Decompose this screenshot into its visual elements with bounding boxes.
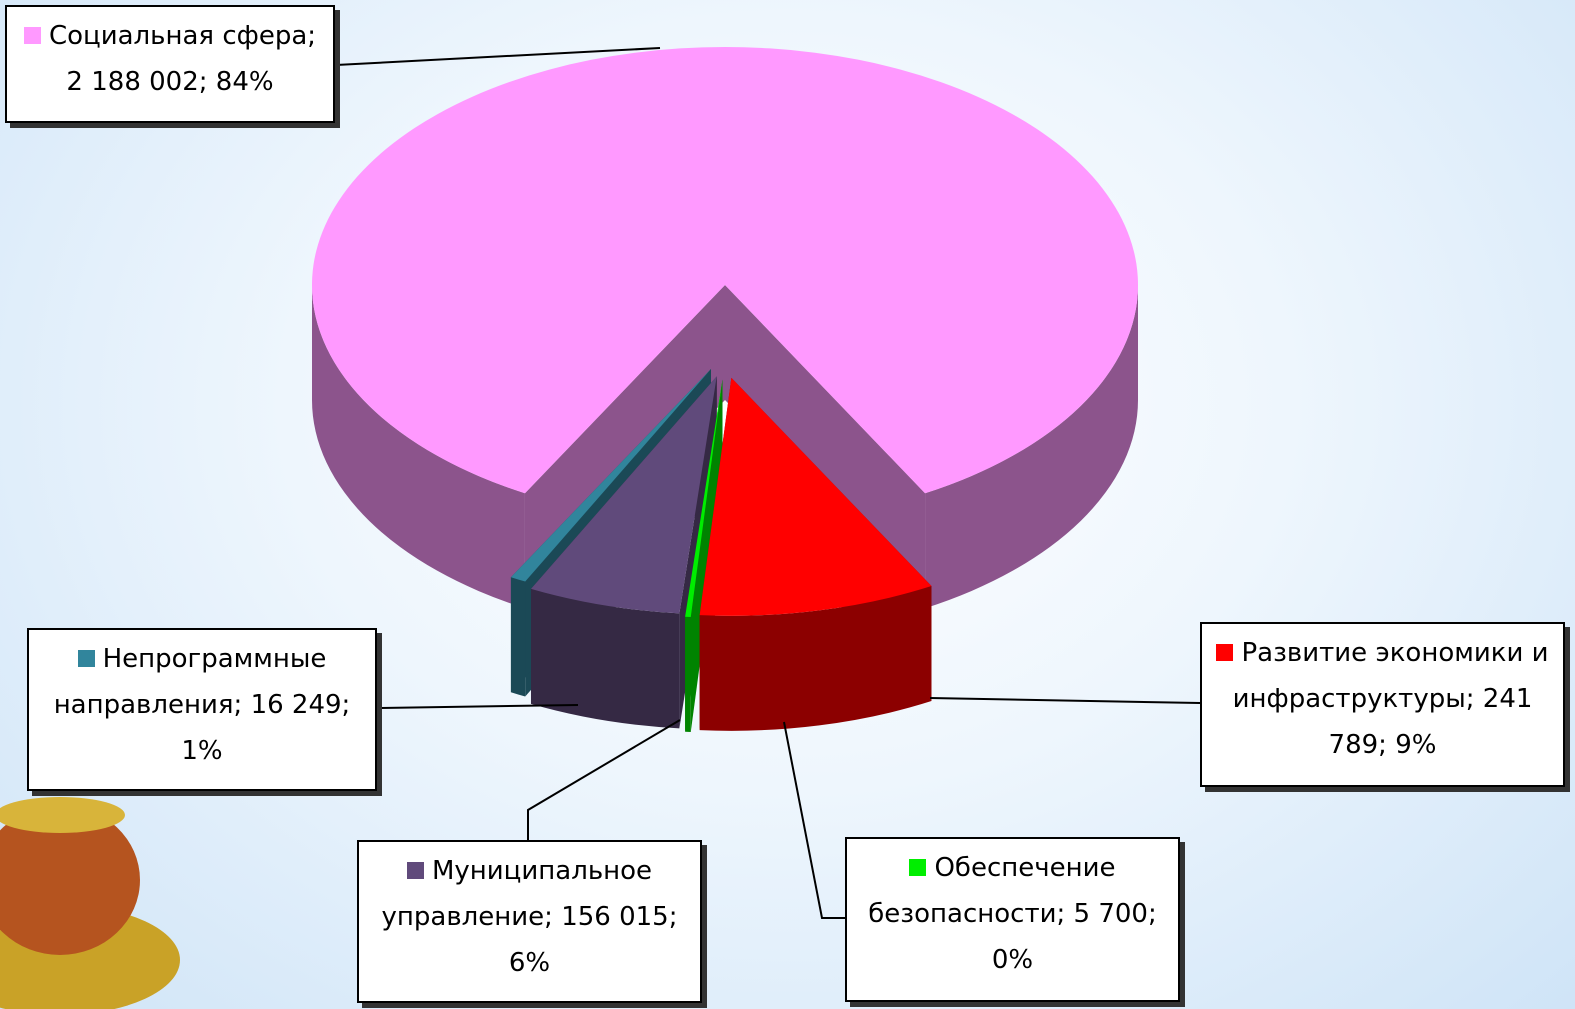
label-box: Развитие экономики и инфраструктуры; 241… bbox=[1200, 622, 1565, 787]
slice-edge bbox=[511, 577, 525, 696]
separator: ; bbox=[1466, 684, 1483, 714]
separator: ; bbox=[307, 21, 316, 51]
separator: ; bbox=[342, 690, 351, 720]
slice-edge bbox=[685, 617, 691, 732]
percent-label: 1% bbox=[181, 736, 222, 766]
legend-swatch bbox=[407, 862, 424, 879]
separator: ; bbox=[234, 690, 251, 720]
label-box: Непрограммные направления; 16 249; 1% bbox=[27, 628, 377, 791]
value-label: 156 015 bbox=[561, 902, 669, 932]
separator: ; bbox=[1057, 899, 1074, 929]
page: Социальная сфера; 2 188 002; 84% Развити… bbox=[0, 0, 1575, 1009]
percent-label: 84% bbox=[216, 67, 274, 97]
percent-label: 0% bbox=[992, 945, 1033, 975]
separator: ; bbox=[1378, 730, 1395, 760]
coin-pot bbox=[0, 797, 180, 1009]
pie bbox=[312, 47, 1138, 732]
separator: ; bbox=[1148, 899, 1157, 929]
separator: ; bbox=[669, 902, 678, 932]
value-label: 2 188 002 bbox=[66, 67, 198, 97]
value-label: 16 249 bbox=[251, 690, 342, 720]
separator: ; bbox=[544, 902, 561, 932]
separator: ; bbox=[199, 67, 216, 97]
category-label: Социальная сфера bbox=[49, 21, 307, 51]
label-box: Социальная сфера; 2 188 002; 84% bbox=[5, 5, 335, 123]
label-box: Муниципальное управление; 156 015; 6% bbox=[357, 840, 702, 1003]
label-box: Обеспечение безопасности; 5 700; 0% bbox=[845, 837, 1180, 1002]
legend-swatch bbox=[1216, 644, 1233, 661]
percent-label: 9% bbox=[1395, 730, 1436, 760]
legend-swatch bbox=[24, 27, 41, 44]
legend-swatch bbox=[78, 650, 95, 667]
percent-label: 6% bbox=[509, 948, 550, 978]
legend-swatch bbox=[909, 859, 926, 876]
value-label: 5 700 bbox=[1074, 899, 1148, 929]
chart bbox=[0, 0, 1575, 1009]
